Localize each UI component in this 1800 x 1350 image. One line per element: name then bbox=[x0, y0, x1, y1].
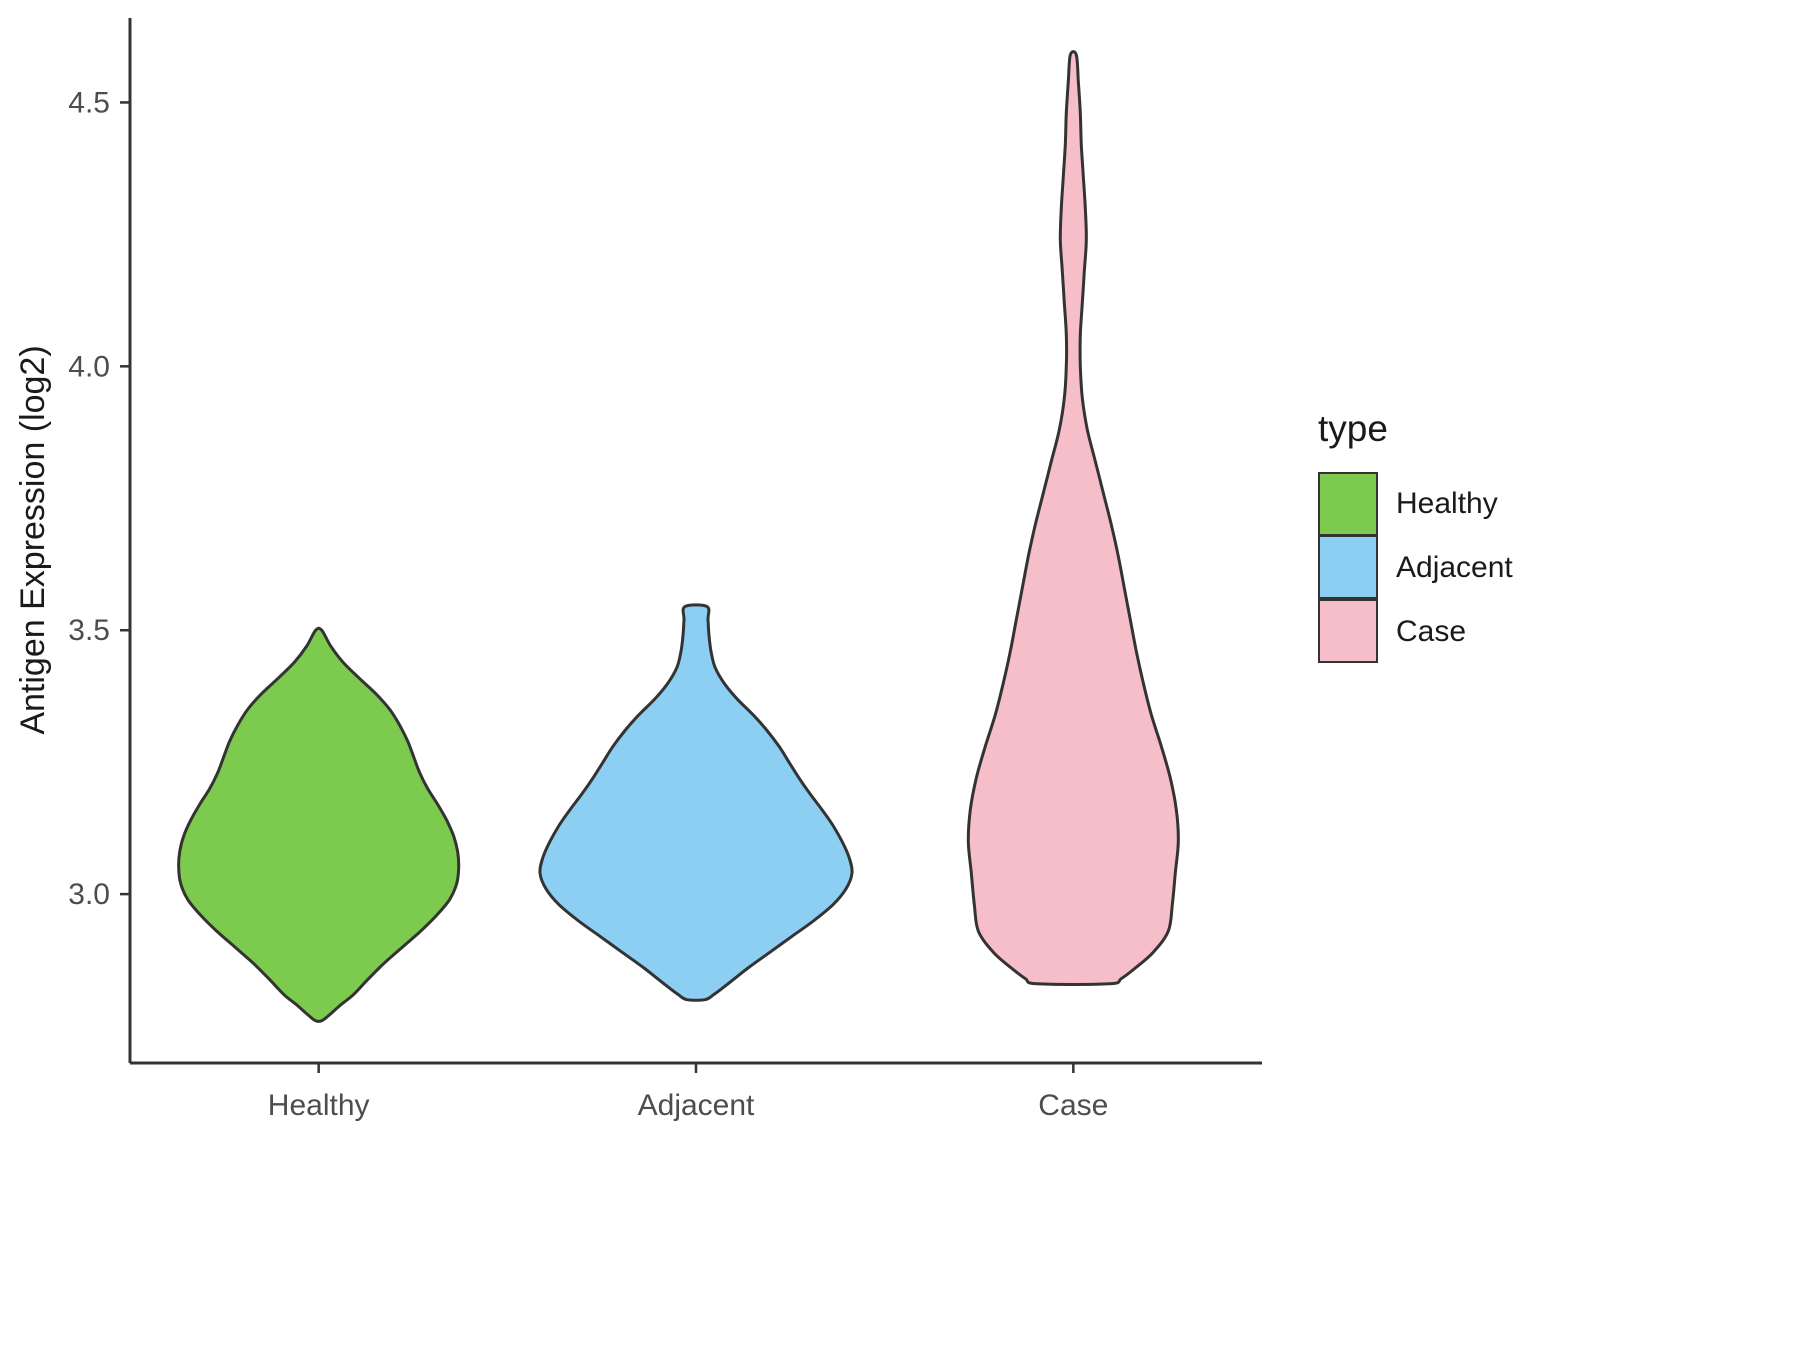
x-tick-label-case: Case bbox=[1038, 1089, 1108, 1122]
legend: type Healthy Adjacent Case bbox=[1318, 408, 1513, 664]
legend-swatch-case bbox=[1318, 599, 1378, 663]
x-tick-label-adjacent: Adjacent bbox=[638, 1089, 755, 1122]
x-tick-label-healthy: Healthy bbox=[268, 1089, 370, 1122]
legend-entries: Healthy Adjacent Case bbox=[1318, 472, 1513, 664]
legend-label-healthy: Healthy bbox=[1396, 487, 1498, 520]
plot-area: 3.0 3.5 4.0 4.5 Healthy Adjacent Case bbox=[68, 18, 1262, 1122]
legend-entry-adjacent: Adjacent bbox=[1318, 535, 1513, 600]
legend-entry-case: Case bbox=[1318, 599, 1513, 664]
legend-entry-healthy: Healthy bbox=[1318, 472, 1513, 536]
y-axis-title: Antigen Expression (log2) bbox=[14, 345, 52, 734]
legend-swatch-adjacent bbox=[1318, 535, 1378, 599]
violin-healthy bbox=[177, 626, 461, 1023]
legend-label-case: Case bbox=[1396, 615, 1467, 648]
y-tick-label: 4.5 bbox=[68, 86, 110, 119]
y-tick-label: 3.0 bbox=[68, 878, 110, 911]
legend-label-adjacent: Adjacent bbox=[1396, 551, 1513, 584]
y-tick-label: 4.0 bbox=[68, 350, 110, 383]
legend-title: type bbox=[1318, 408, 1388, 449]
y-tick-label: 3.5 bbox=[68, 614, 110, 647]
legend-swatch-healthy bbox=[1318, 472, 1378, 536]
violin-case bbox=[966, 50, 1180, 986]
violin-adjacent bbox=[538, 603, 854, 1002]
